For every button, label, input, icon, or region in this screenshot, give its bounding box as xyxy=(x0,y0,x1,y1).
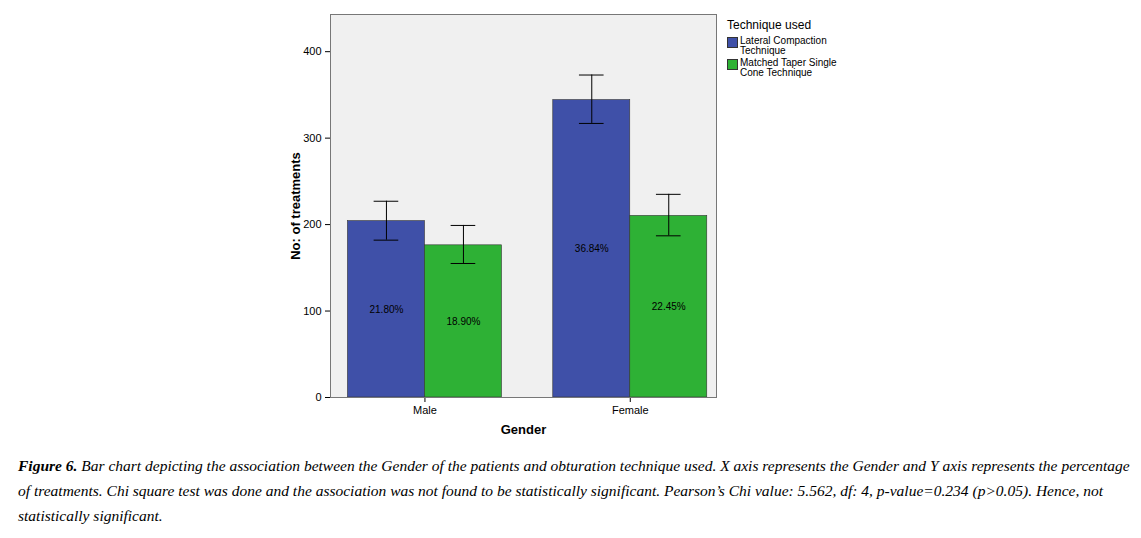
svg-text:0: 0 xyxy=(315,391,321,403)
svg-text:100: 100 xyxy=(303,305,321,317)
svg-text:200: 200 xyxy=(303,218,321,230)
svg-text:Female: Female xyxy=(612,404,649,416)
svg-text:Gender: Gender xyxy=(501,422,547,437)
svg-text:Male: Male xyxy=(413,404,437,416)
html-text:Matched Taper Single Cone Tech: Matched Taper Single Cone Technique xyxy=(740,57,837,78)
html-text:Technique used: Technique used xyxy=(727,18,812,32)
svg-text:400: 400 xyxy=(303,45,321,57)
svg-text:22.45%: 22.45% xyxy=(652,301,686,312)
svg-text:21.80%: 21.80% xyxy=(369,304,403,315)
html-text:Figure 6. Bar chart depicting: Figure 6. Bar chart depicting the associ… xyxy=(18,457,1130,524)
svg-text:No: of treatments: No: of treatments xyxy=(288,152,303,260)
html-text:Lateral Compaction Technique: Lateral Compaction Technique xyxy=(740,35,827,56)
svg-text:18.90%: 18.90% xyxy=(446,316,480,327)
svg-text:300: 300 xyxy=(303,132,321,144)
svg-text:36.84%: 36.84% xyxy=(575,243,609,254)
